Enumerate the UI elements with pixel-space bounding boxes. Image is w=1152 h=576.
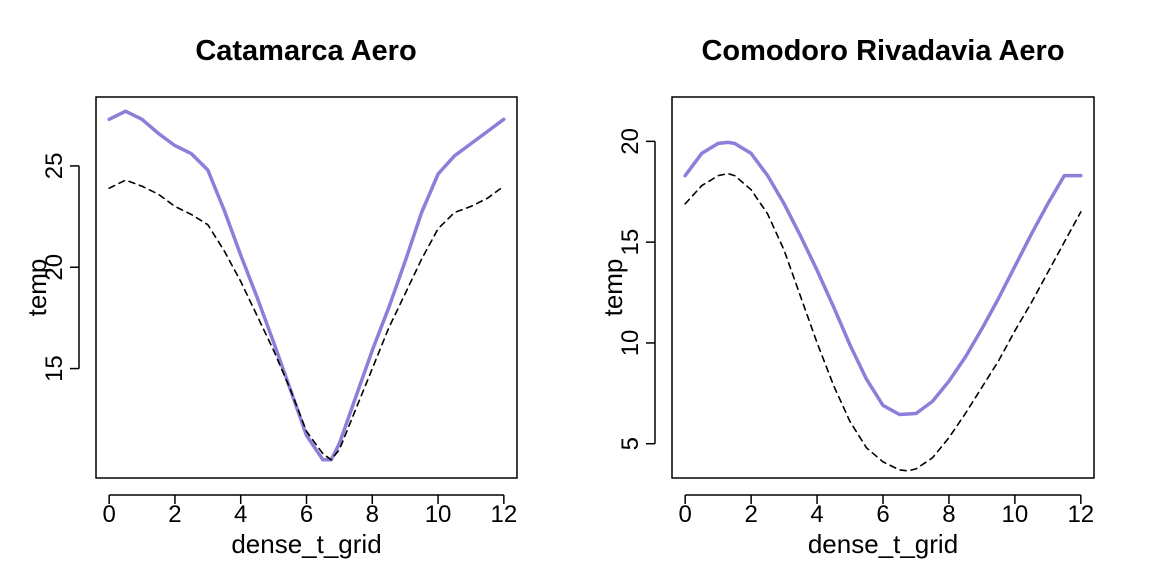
plot-frame [671, 96, 1095, 479]
x-tick-label: 6 [300, 501, 313, 528]
x-tick-label: 8 [942, 501, 955, 528]
y-axis-label: temp [598, 259, 628, 317]
x-tick-label: 2 [168, 501, 181, 528]
y-tick-label: 15 [617, 229, 644, 256]
x-tick-label: 8 [366, 501, 379, 528]
plot-frame [95, 96, 518, 479]
x-axis: 0 2 4 6 8 10 12 dense_t_grid [679, 494, 1094, 559]
x-tick-label: 0 [102, 501, 115, 528]
x-tick-label: 12 [1067, 501, 1094, 528]
y-tick-label: 5 [617, 437, 644, 450]
y-tick-label: 15 [41, 355, 68, 382]
y-axis-label: temp [22, 259, 52, 317]
x-axis-label: dense_t_grid [808, 529, 958, 559]
x-tick-label: 4 [810, 501, 823, 528]
x-tick-label: 10 [425, 501, 452, 528]
series-line-dashed [108, 179, 505, 461]
x-axis-label: dense_t_grid [231, 529, 381, 559]
x-tick-label: 6 [876, 501, 889, 528]
x-tick-label: 2 [744, 501, 757, 528]
chart-title: Comodoro Rivadavia Aero [701, 35, 1064, 67]
x-axis: 0 2 4 6 8 10 12 dense_t_grid [102, 494, 517, 559]
x-tick-label: 12 [490, 501, 517, 528]
series-line-solid [683, 140, 1083, 417]
x-tick-label: 10 [1002, 501, 1029, 528]
x-tick-label: 0 [679, 501, 692, 528]
chart-panel-2: Comodoro Rivadavia Aero 0 2 4 6 8 10 12 dense_t_… [598, 35, 1095, 559]
y-tick-label: 25 [41, 153, 68, 180]
y-tick-label: 10 [617, 330, 644, 357]
series-line-solid [107, 109, 506, 462]
y-tick-label: 20 [41, 254, 68, 281]
chart-panel-1: Catamarca Aero 0 2 4 6 8 10 12 dense_t_grid 15 20 2… [22, 35, 518, 559]
y-tick-label: 20 [617, 128, 644, 155]
x-tick-label: 4 [234, 501, 247, 528]
series-line-dashed [684, 172, 1082, 472]
y-axis: 5 10 15 20 temp [598, 128, 656, 450]
chart-title: Catamarca Aero [195, 35, 416, 67]
y-axis: 15 20 25 temp [22, 153, 80, 382]
